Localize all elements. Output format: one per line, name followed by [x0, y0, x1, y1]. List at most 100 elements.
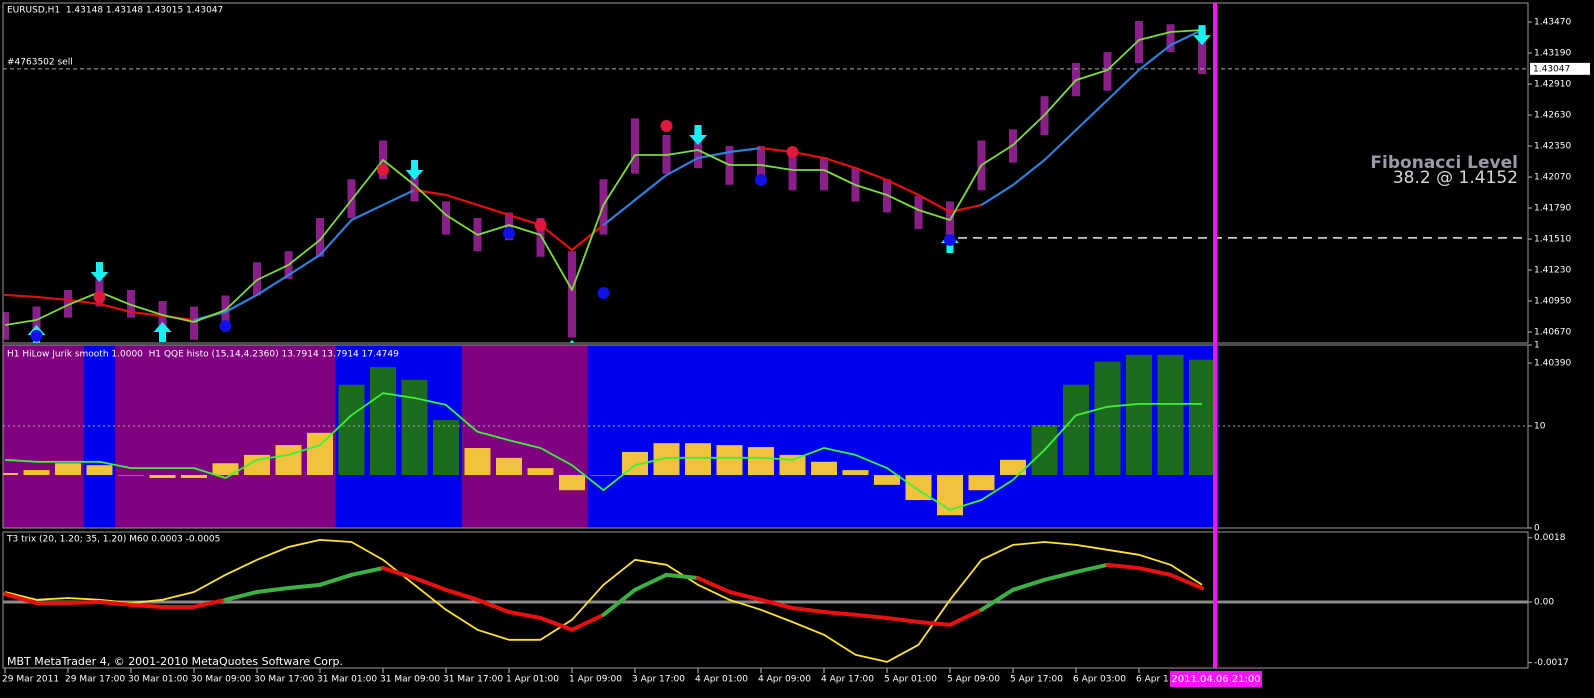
series-segment [1105, 562, 1141, 571]
histogram-bar [370, 367, 396, 476]
histogram-bar [716, 445, 743, 476]
series-segment [1011, 577, 1047, 592]
y-tick-label: 1.42630 [1534, 111, 1571, 121]
y-tick-label: 1.41790 [1534, 204, 1571, 214]
series-segment [97, 599, 133, 607]
series-segment [665, 156, 700, 177]
x-tick-label: 5 Apr 17:00 [1010, 675, 1063, 685]
series-segment [476, 203, 511, 217]
state-column [20, 345, 53, 528]
signal-arrow [569, 339, 575, 343]
series-segment [853, 612, 889, 621]
y-tick-label: 1.40670 [1534, 328, 1571, 338]
series-segment [223, 589, 259, 602]
series-segment [318, 218, 353, 257]
state-column [52, 345, 85, 528]
panel-frame [2, 531, 1529, 669]
y-tick-label: 1.42070 [1534, 173, 1571, 183]
x-tick-label: 4 Apr 01:00 [695, 675, 748, 685]
price-box [1530, 62, 1590, 75]
histogram-bar [779, 454, 806, 476]
signal-dot [660, 120, 673, 133]
histogram-bar [496, 457, 522, 476]
series-segment [1074, 562, 1110, 574]
histogram-bar [118, 475, 144, 476]
series-segment [539, 223, 574, 252]
series-segment [917, 193, 952, 214]
state-column [272, 345, 305, 528]
histogram-bar [149, 475, 176, 478]
histogram-bar [811, 461, 837, 476]
histogram-bar [559, 475, 585, 491]
y-tick-label: 1.42350 [1534, 142, 1571, 152]
price-box-label: 1.43047 [1533, 64, 1570, 74]
series-segment [822, 609, 858, 617]
series-segment [444, 587, 480, 602]
series-segment [381, 566, 417, 581]
panel-title: H1 HiLow Jurik smooth 1.0000 H1 QQE hist… [7, 350, 399, 360]
series-segment [1011, 158, 1046, 187]
histogram-bar [244, 454, 270, 476]
x-tick-label: 31 Mar 01:00 [317, 675, 377, 685]
series-segment [1074, 98, 1109, 132]
x-tick-label: 4 Apr 17:00 [821, 675, 874, 685]
fib-text: 38.2 @ 1.4152 [1393, 168, 1518, 188]
series-segment [854, 166, 889, 182]
series-segment [979, 587, 1015, 612]
histogram-bar [1157, 354, 1184, 476]
state-column [871, 345, 904, 528]
signal-dot [219, 319, 232, 332]
series-segment [35, 295, 70, 302]
candle [1103, 51, 1112, 91]
series-segment [916, 619, 952, 627]
state-column [997, 345, 1030, 528]
series-segment [287, 253, 322, 277]
series-segment [286, 582, 322, 591]
series-segment [192, 597, 228, 609]
state-column [839, 345, 872, 528]
histogram-bar [937, 475, 963, 516]
series-segment [349, 566, 385, 577]
x-tick-label: 29 Mar 17:00 [65, 675, 125, 685]
series-segment [1043, 128, 1078, 162]
y-tick-label: 1.40390 [1534, 359, 1571, 369]
state-column [556, 345, 589, 528]
series-segment [224, 293, 259, 314]
candle [505, 212, 513, 241]
series-segment [3, 592, 39, 606]
x-tick-label: 6 Apr 03:00 [1073, 675, 1126, 685]
candle [631, 118, 639, 174]
order-label: #4763502 sell [7, 57, 73, 67]
panel-title: T3 trix (20, 1.20; 35, 1.20) M60 0.0003 … [6, 535, 220, 545]
y-tick-label: 1.43190 [1534, 49, 1571, 59]
series-segment [822, 156, 857, 170]
candle [316, 218, 324, 257]
candle [190, 306, 198, 340]
series-segment [1137, 566, 1173, 577]
candle [820, 157, 828, 191]
series-segment [129, 602, 165, 609]
y-tick-label: 0 [1534, 524, 1540, 534]
x-tick-label: 4 Apr 09:00 [758, 675, 811, 685]
series-segment [759, 597, 795, 611]
x-tick-label: 31 Mar 17:00 [443, 675, 503, 685]
axes: 1.43470 1.43190 1.42910 1.42630 1.42350 1.420… [2, 18, 1571, 685]
series-segment [412, 576, 448, 592]
series-segment [3, 293, 38, 299]
panel-frame [2, 2, 1529, 344]
series-segment [885, 616, 921, 624]
series-segment [885, 178, 920, 197]
copyright: MBT MetaTrader 4, © 2001-2010 MetaQuotes… [7, 655, 343, 668]
state-column [115, 345, 148, 528]
state-column [587, 345, 620, 528]
series-segment [66, 298, 101, 306]
state-column [776, 345, 809, 528]
y-tick-label: 1.41510 [1534, 235, 1571, 245]
signal-dot [755, 174, 767, 187]
series-line [4, 29, 1203, 326]
candle [568, 251, 576, 338]
y-tick-label: 1 [1534, 341, 1540, 351]
series-segment [602, 198, 637, 227]
x-tick-label: 30 Mar 17:00 [254, 675, 314, 685]
signal-arrow [90, 261, 109, 282]
